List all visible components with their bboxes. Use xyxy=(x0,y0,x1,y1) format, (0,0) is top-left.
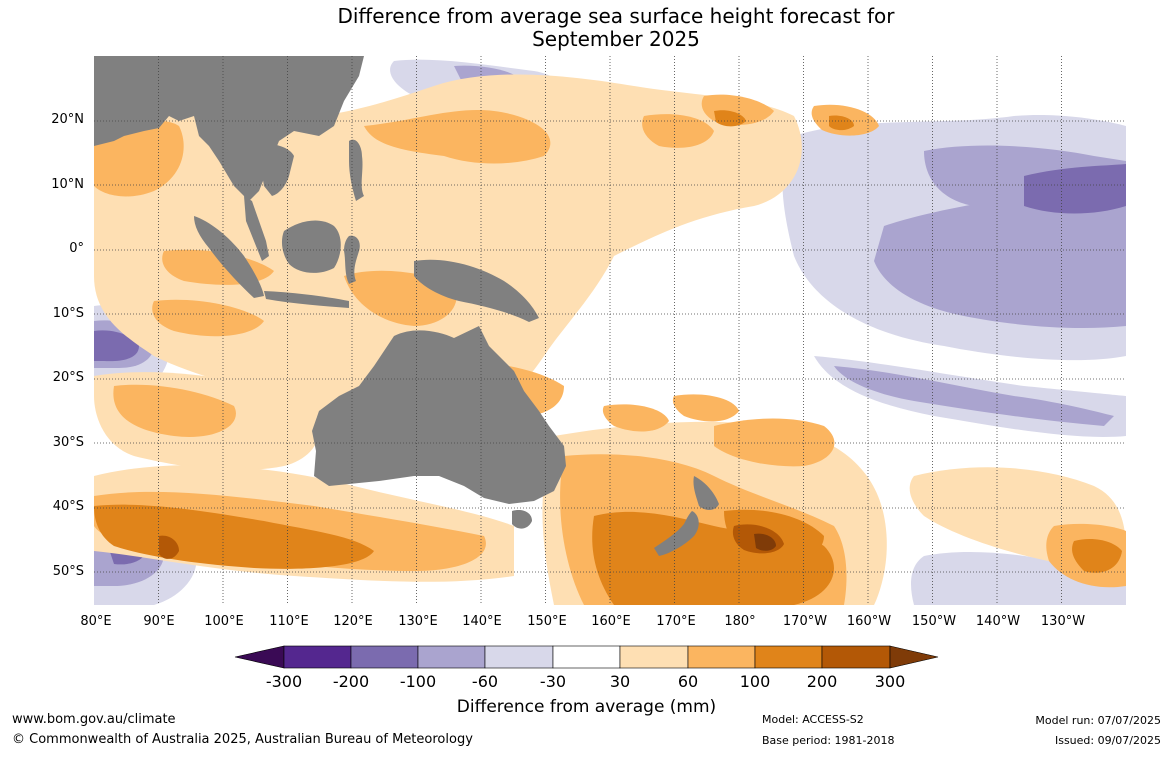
legend-swatch-5 xyxy=(552,645,621,669)
footer-model-run: Model run: 07/07/2025 xyxy=(1035,714,1161,727)
footer-copyright: © Commonwealth of Australia 2025, Austra… xyxy=(12,732,473,747)
legend-title: Difference from average (mm) xyxy=(456,697,717,717)
legend-tick-100: 100 xyxy=(739,672,771,691)
asia-landmass xyxy=(94,56,364,201)
legend-tick-minus-200: -200 xyxy=(332,672,370,691)
lat-label-20s: 20°S xyxy=(52,370,84,385)
lon-label-100e: 100°E xyxy=(204,614,244,629)
legend-tick-200: 200 xyxy=(806,672,838,691)
lon-label-150w: 150°W xyxy=(911,614,957,629)
legend-tick-60: 60 xyxy=(677,672,699,691)
legend-tick-minus-300: -300 xyxy=(265,672,303,691)
legend-tick-minus-100: -100 xyxy=(399,672,437,691)
footer-issued: Issued: 09/07/2025 xyxy=(1054,734,1161,747)
borneo-island xyxy=(281,220,341,273)
new-zealand-north-island xyxy=(693,476,719,510)
lon-label-140e: 140°E xyxy=(462,614,502,629)
footer-model: Model: ACCESS-S2 xyxy=(762,713,864,726)
lon-label-90e: 90°E xyxy=(143,614,175,629)
lon-label-130e: 130°E xyxy=(398,614,438,629)
lat-label-30s: 30°S xyxy=(52,435,84,450)
lon-label-180: 180° xyxy=(724,614,756,629)
lon-label-160e: 160°E xyxy=(591,614,631,629)
title-line-1: Difference from average sea surface heig… xyxy=(337,4,895,28)
legend-swatch-9 xyxy=(821,645,891,669)
lat-label-40s: 40°S xyxy=(52,499,84,514)
lon-label-110e: 110°E xyxy=(269,614,309,629)
java-island xyxy=(264,291,349,308)
lon-label-120e: 120°E xyxy=(333,614,373,629)
legend-swatch-8 xyxy=(754,645,823,669)
legend-swatch-6 xyxy=(619,645,689,669)
legend-tick-minus-30: -30 xyxy=(539,672,567,691)
australia-landmass xyxy=(312,326,566,504)
lon-label-170e: 170°E xyxy=(656,614,696,629)
legend-swatch-above-max xyxy=(889,645,939,669)
legend-colorbar xyxy=(234,645,939,669)
indochina-landmass xyxy=(254,144,294,196)
lat-label-10n: 10°N xyxy=(51,177,84,192)
sumatra-island xyxy=(194,216,264,298)
lat-label-20n: 20°N xyxy=(51,112,84,127)
legend-swatch-1 xyxy=(283,645,352,669)
lon-label-130w: 130°W xyxy=(1040,614,1086,629)
lat-label-0: 0° xyxy=(69,241,84,256)
sulawesi-island xyxy=(344,235,360,284)
legend-tick-300: 300 xyxy=(874,672,906,691)
gridlines xyxy=(94,56,1126,605)
legend-swatch-3 xyxy=(417,645,486,669)
lon-label-80e: 80°E xyxy=(80,614,112,629)
malay-peninsula xyxy=(244,196,269,261)
footer-base-period: Base period: 1981-2018 xyxy=(762,734,895,747)
legend-swatch-below-min xyxy=(234,645,285,669)
sea-surface-height-map xyxy=(94,56,1126,605)
philippines-islands xyxy=(349,139,364,201)
title-block: Difference from average sea surface heig… xyxy=(0,5,1173,51)
lon-label-150e: 150°E xyxy=(527,614,567,629)
legend-tick-30: 30 xyxy=(609,672,631,691)
lon-label-160w: 160°W xyxy=(846,614,892,629)
footer-website-link[interactable]: www.bom.gov.au/climate xyxy=(12,712,176,727)
legend-swatch-7 xyxy=(687,645,756,669)
tasmania-island xyxy=(512,510,532,529)
legend-tick-minus-60: -60 xyxy=(471,672,499,691)
lon-label-140w: 140°W xyxy=(975,614,1021,629)
new-guinea-island xyxy=(414,259,539,322)
lon-label-170w: 170°W xyxy=(782,614,828,629)
new-zealand-south-island xyxy=(654,511,699,556)
lat-label-10s: 10°S xyxy=(52,306,84,321)
lat-label-50s: 50°S xyxy=(52,564,84,579)
legend-swatch-2 xyxy=(350,645,419,669)
land-masses xyxy=(94,56,719,556)
title-line-2: September 2025 xyxy=(532,27,700,51)
legend-swatch-4 xyxy=(484,645,554,669)
